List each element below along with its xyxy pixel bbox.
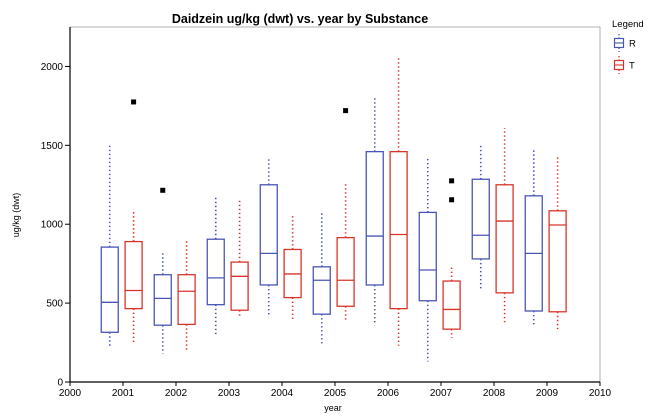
series-r-boxes	[100, 96, 543, 362]
x-tick-label: 2010	[589, 388, 612, 399]
box-iqr	[206, 238, 225, 306]
x-tick-label: 2005	[324, 388, 347, 399]
box-r-8	[524, 148, 543, 327]
box-t-8	[548, 154, 567, 330]
legend-label: T	[629, 61, 635, 72]
box-iqr	[418, 211, 437, 302]
y-tick-label: 1500	[41, 141, 64, 152]
box-iqr	[100, 246, 119, 333]
legend: Legend RT	[612, 19, 644, 74]
box-t-4	[336, 108, 355, 322]
box-iqr	[365, 150, 384, 286]
box-iqr	[259, 184, 278, 286]
x-tick-label: 2002	[165, 388, 188, 399]
box-iqr	[312, 266, 331, 315]
box-iqr	[177, 274, 196, 326]
box-r-0	[100, 144, 119, 348]
box-r-2	[206, 197, 225, 335]
box-r-5	[365, 96, 384, 326]
box-iqr	[471, 178, 490, 260]
box-t-7	[495, 127, 514, 324]
box-r-4	[312, 211, 331, 344]
legend-entry-t: T	[613, 56, 635, 74]
x-tick-label: 2008	[483, 388, 506, 399]
box-t-0	[124, 99, 143, 345]
box-r-3	[259, 157, 278, 316]
x-tick-label: 2000	[59, 388, 82, 399]
box-iqr	[389, 150, 408, 310]
box-iqr	[495, 184, 514, 294]
y-tick-label: 0	[57, 378, 63, 389]
outlier-point	[449, 178, 455, 184]
box-t-1	[177, 240, 196, 353]
box-t-5	[389, 56, 408, 346]
box-iqr	[153, 274, 172, 326]
x-tick-label: 2007	[430, 388, 453, 399]
box-t-2	[230, 200, 249, 319]
x-tick-label: 2006	[377, 388, 400, 399]
box-iqr	[548, 210, 567, 313]
outlier-point	[449, 197, 455, 203]
box-r-7	[471, 143, 490, 289]
legend-label: R	[629, 39, 636, 50]
outlier-point	[131, 99, 137, 105]
chart-title: Daidzein ug/kg (dwt) vs. year by Substan…	[172, 12, 428, 26]
legend-entry-r: R	[613, 34, 636, 52]
box-iqr	[336, 236, 355, 307]
x-tick-label: 2003	[218, 388, 241, 399]
box-iqr	[442, 280, 461, 330]
x-tick-label: 2009	[536, 388, 559, 399]
y-axis-ticks: 0 500 1000 1500 2000	[41, 62, 70, 389]
y-axis-label: ug/kg (dwt)	[11, 193, 21, 238]
box-t-6	[442, 178, 461, 338]
x-tick-label: 2001	[112, 388, 135, 399]
x-axis-label: year	[324, 403, 342, 413]
box-iqr	[230, 261, 249, 311]
y-tick-label: 1000	[41, 220, 64, 231]
legend-title: Legend	[612, 19, 644, 30]
outlier-point	[160, 187, 166, 193]
x-tick-label: 2004	[271, 388, 294, 399]
x-axis-ticks: 2000 2001 2002 2003 2004 2005 2006 2007 2008 2009…	[59, 382, 612, 399]
box-iqr	[124, 240, 143, 310]
plot-area	[69, 26, 601, 383]
outlier-point	[343, 108, 349, 114]
series-t-boxes	[124, 56, 567, 353]
box-t-3	[283, 214, 302, 320]
y-tick-label: 2000	[41, 62, 64, 73]
box-r-6	[418, 156, 437, 362]
box-r-1	[153, 187, 172, 354]
y-tick-label: 500	[46, 299, 63, 310]
